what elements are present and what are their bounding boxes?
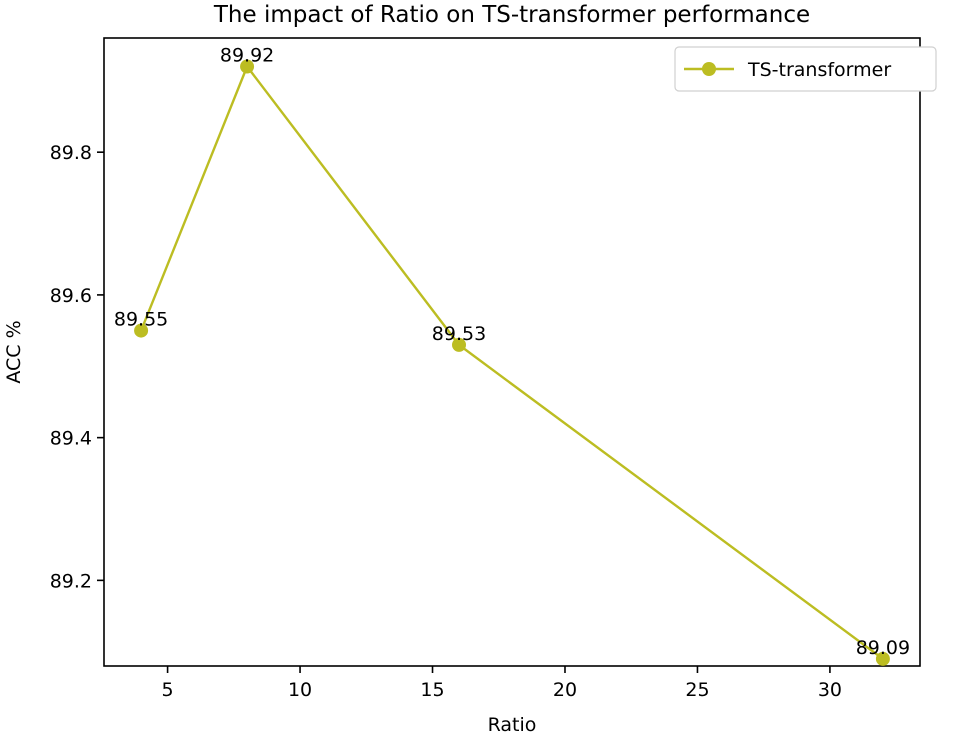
legend: TS-transformer [674, 46, 937, 92]
y-axis-label: ACC % [3, 320, 25, 383]
data-point [875, 651, 890, 666]
chart-title: The impact of Ratio on TS-transformer pe… [213, 2, 810, 28]
x-tick-label: 20 [553, 679, 577, 701]
plot-area [103, 37, 921, 667]
y-tick-label: 89.2 [50, 570, 92, 592]
x-tick-label: 25 [685, 679, 709, 701]
data-point [134, 323, 149, 338]
x-tick-label: 15 [420, 679, 444, 701]
y-axis: 89.2 89.4 89.6 89.8 [50, 142, 104, 592]
x-tick-label: 10 [288, 679, 312, 701]
y-tick-label: 89.8 [50, 142, 92, 164]
data-label: 89.55 [114, 309, 168, 331]
series-line [139, 65, 884, 660]
legend-marker-swatch [702, 62, 716, 76]
data-point [240, 59, 255, 74]
x-axis-label: Ratio [488, 714, 537, 736]
y-tick-label: 89.6 [50, 285, 92, 307]
legend-label: TS-transformer [747, 59, 891, 81]
data-label: 89.09 [856, 637, 910, 659]
data-point [452, 337, 467, 352]
plot-frame [103, 37, 921, 667]
data-label: 89.53 [432, 323, 486, 345]
x-tick-label: 30 [818, 679, 842, 701]
y-tick-label: 89.4 [50, 428, 92, 450]
x-axis: 5 10 15 20 25 30 [162, 666, 842, 701]
legend-box [674, 46, 937, 92]
x-tick-label: 5 [162, 679, 174, 701]
series-layer: 89.55 89.92 89.53 89.09 [114, 45, 910, 666]
data-label: 89.92 [220, 45, 274, 67]
